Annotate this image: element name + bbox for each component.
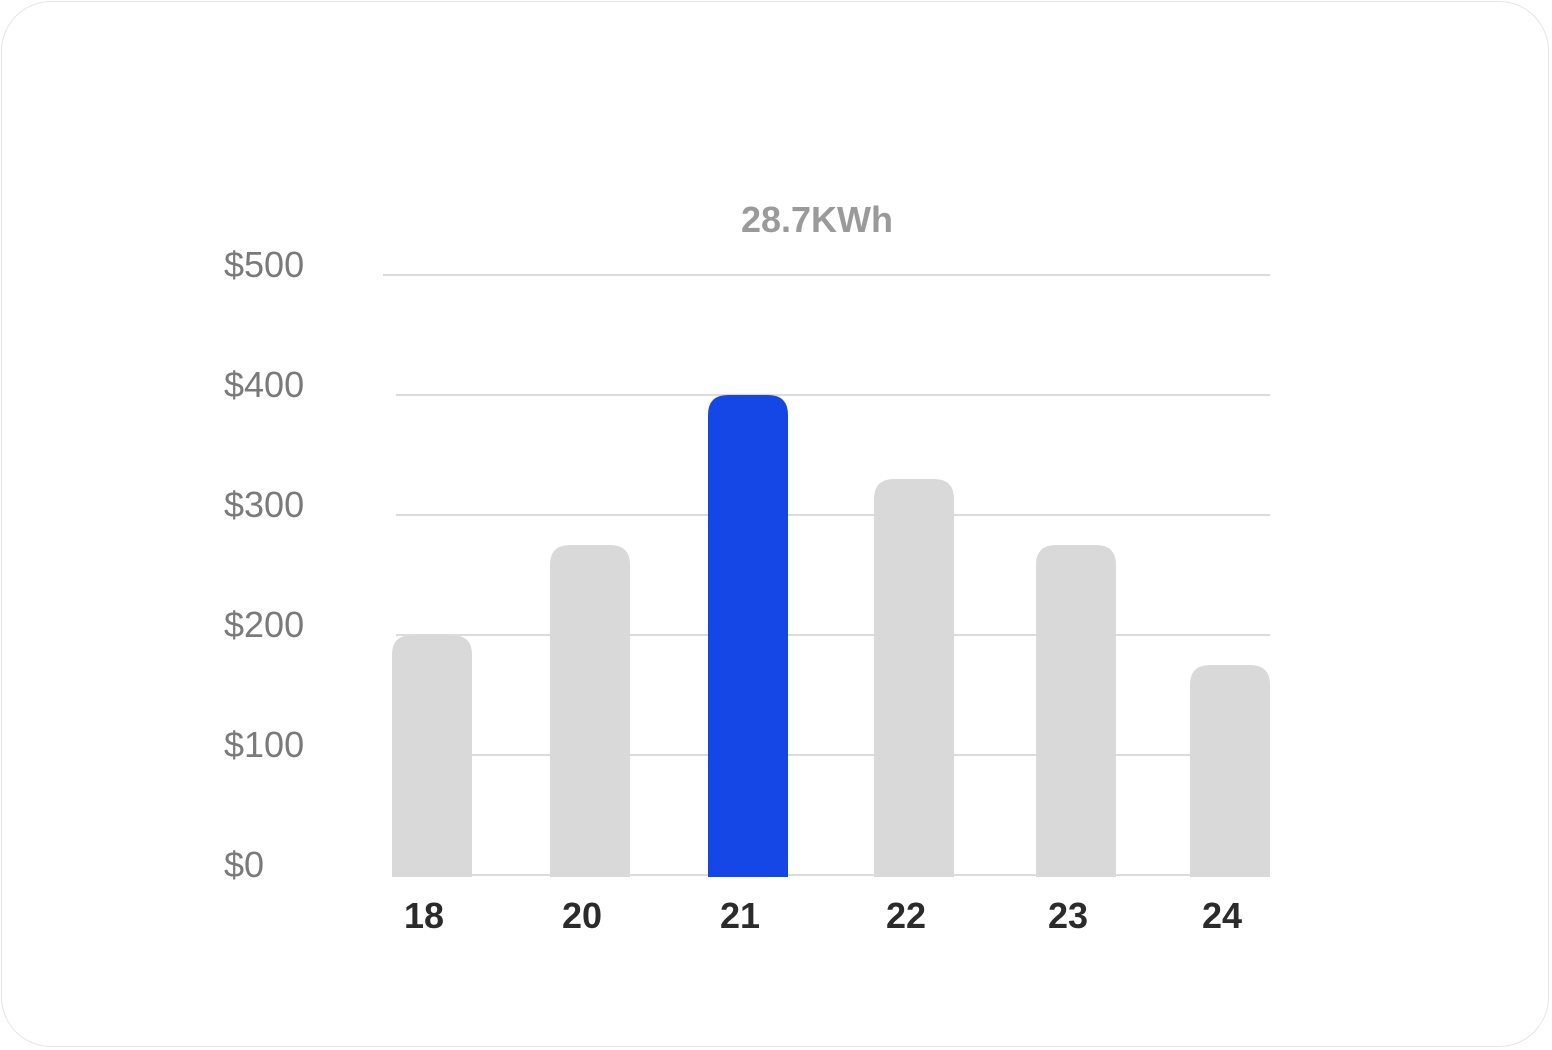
y-tick-label: $300: [224, 484, 304, 525]
y-tick-label: $0: [224, 844, 264, 885]
y-tick-label: $100: [224, 724, 304, 765]
x-axis-ticks: 18 20 21 22 23 24: [404, 895, 1242, 936]
y-tick-label: $400: [224, 364, 304, 405]
bars: [392, 395, 1270, 877]
bar[interactable]: [392, 635, 472, 877]
x-tick-label: 22: [886, 895, 926, 936]
gridlines: [383, 274, 1270, 876]
y-tick-label: $200: [224, 604, 304, 645]
bar[interactable]: [550, 545, 630, 877]
x-tick-label: 18: [404, 895, 444, 936]
bar-highlighted[interactable]: [708, 395, 788, 877]
x-tick-label: 24: [1202, 895, 1242, 936]
bar[interactable]: [1036, 545, 1116, 877]
x-tick-label: 23: [1048, 895, 1088, 936]
bar-annotation-label: 28.7KWh: [741, 199, 893, 240]
y-tick-label: $500: [224, 244, 304, 285]
x-tick-label: 21: [720, 895, 760, 936]
bar[interactable]: [1190, 665, 1270, 877]
bar[interactable]: [874, 479, 954, 877]
x-tick-label: 20: [562, 895, 602, 936]
y-axis-ticks: $0 $100 $200 $300 $400 $500: [224, 244, 304, 885]
